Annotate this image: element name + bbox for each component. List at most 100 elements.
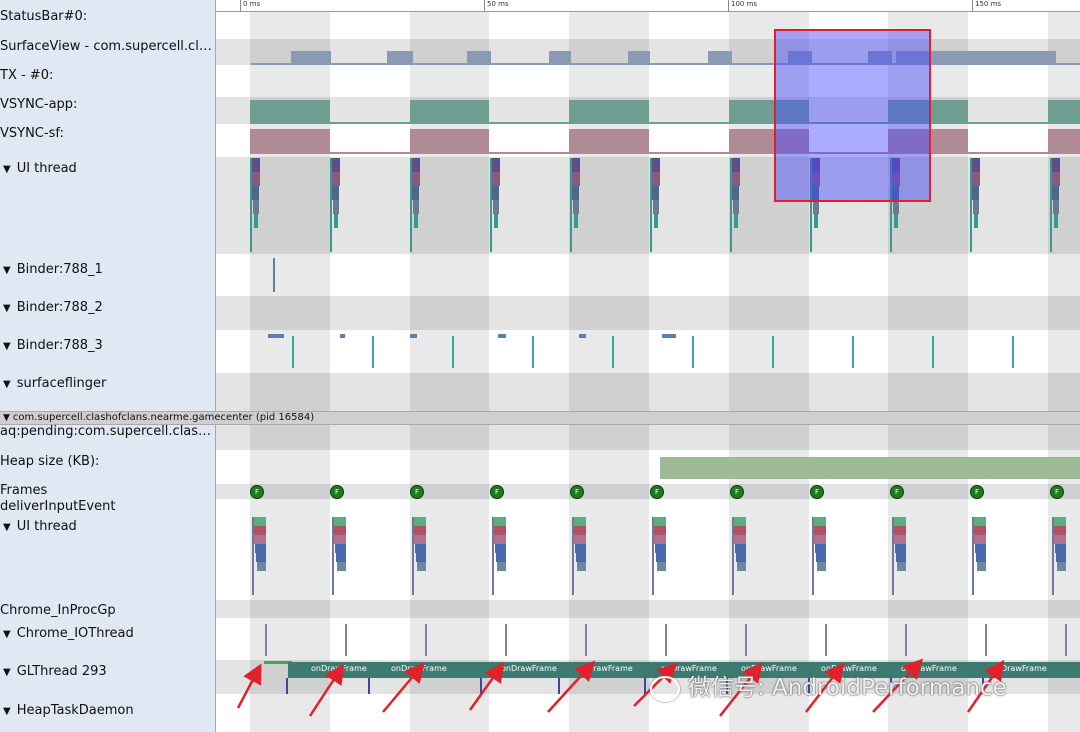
- ui2-slice[interactable]: [497, 562, 506, 571]
- ui-slice[interactable]: [572, 186, 579, 200]
- ui2-slice-main[interactable]: [892, 517, 894, 595]
- ui-slice[interactable]: [894, 214, 898, 228]
- glthread-tick[interactable]: [558, 678, 560, 694]
- ui2-slice[interactable]: [414, 535, 426, 544]
- ui2-slice[interactable]: [972, 517, 986, 526]
- binder1-slice[interactable]: [273, 258, 275, 292]
- ui2-slice-main[interactable]: [732, 517, 734, 595]
- ui2-slice[interactable]: [812, 517, 826, 526]
- ui-slice[interactable]: [812, 186, 819, 200]
- glthread-tick[interactable]: [480, 678, 482, 694]
- ui2-slice[interactable]: [892, 517, 906, 526]
- ui-slice[interactable]: [652, 186, 659, 200]
- surfaceview-block[interactable]: [628, 51, 650, 64]
- ui-slice[interactable]: [971, 172, 980, 186]
- ui2-slice[interactable]: [257, 562, 266, 571]
- frame-marker-icon[interactable]: F: [730, 485, 744, 499]
- ui-slice[interactable]: [333, 200, 339, 214]
- ui2-slice[interactable]: [1057, 562, 1066, 571]
- vsync-sf-pulse[interactable]: [1048, 129, 1080, 153]
- binder3-slice[interactable]: [292, 336, 294, 368]
- vsync-sf-pulse[interactable]: [250, 129, 330, 153]
- binder3-slice[interactable]: [772, 336, 774, 368]
- ui-slice[interactable]: [650, 158, 660, 172]
- ui-slice[interactable]: [970, 158, 980, 172]
- ui-slice[interactable]: [1050, 158, 1060, 172]
- ui2-slice[interactable]: [653, 526, 666, 535]
- ui2-slice[interactable]: [492, 517, 506, 526]
- surfaceview-block[interactable]: [868, 51, 892, 64]
- ui-slice[interactable]: [973, 200, 979, 214]
- ui-slice[interactable]: [1051, 172, 1060, 186]
- ui2-slice-main[interactable]: [972, 517, 974, 595]
- ui2-slice[interactable]: [416, 553, 426, 562]
- ui2-slice[interactable]: [735, 544, 746, 553]
- ui-slice[interactable]: [330, 158, 340, 172]
- frame-marker-icon[interactable]: F: [490, 485, 504, 499]
- ui2-slice[interactable]: [654, 535, 666, 544]
- ui-slice[interactable]: [1052, 186, 1059, 200]
- ui-slice-main[interactable]: [650, 158, 652, 252]
- ui2-slice-main[interactable]: [812, 517, 814, 595]
- ui-slice[interactable]: [410, 158, 420, 172]
- ui2-slice[interactable]: [572, 517, 586, 526]
- chrome-io-slice[interactable]: [745, 624, 747, 656]
- ui2-slice-main[interactable]: [412, 517, 414, 595]
- glthread-tick[interactable]: [726, 678, 728, 694]
- ui-slice-main[interactable]: [570, 158, 572, 252]
- surfaceview-block[interactable]: [788, 51, 812, 64]
- ui-slice-main[interactable]: [410, 158, 412, 252]
- ui-slice-main[interactable]: [1050, 158, 1052, 252]
- surfaceview-block[interactable]: [291, 51, 331, 64]
- ui2-slice[interactable]: [256, 553, 266, 562]
- ui2-slice[interactable]: [332, 517, 346, 526]
- chrome-io-slice[interactable]: [1065, 624, 1067, 656]
- binder3-block[interactable]: [579, 334, 586, 338]
- frame-marker-icon[interactable]: F: [250, 485, 264, 499]
- ui2-slice[interactable]: [813, 526, 826, 535]
- ui-slice[interactable]: [653, 200, 659, 214]
- ui-slice[interactable]: [412, 186, 419, 200]
- ui2-slice-main[interactable]: [1052, 517, 1054, 595]
- ui-slice[interactable]: [493, 200, 499, 214]
- ui-slice-main[interactable]: [250, 158, 252, 252]
- ui2-slice-main[interactable]: [332, 517, 334, 595]
- ui-slice[interactable]: [252, 186, 259, 200]
- ui2-slice-main[interactable]: [652, 517, 654, 595]
- frame-marker-icon[interactable]: F: [810, 485, 824, 499]
- chrome-io-slice[interactable]: [905, 624, 907, 656]
- glthread-tick[interactable]: [808, 678, 810, 694]
- chrome-io-slice[interactable]: [265, 624, 267, 656]
- ui-slice[interactable]: [490, 158, 500, 172]
- selection-box[interactable]: [774, 29, 931, 202]
- ui2-slice[interactable]: [254, 535, 266, 544]
- ui-slice[interactable]: [570, 158, 580, 172]
- ui-slice[interactable]: [250, 158, 260, 172]
- vsync-app-pulse[interactable]: [728, 100, 809, 123]
- surfaceview-block[interactable]: [387, 51, 413, 64]
- ui2-slice[interactable]: [656, 553, 666, 562]
- ui2-slice[interactable]: [733, 526, 746, 535]
- ui2-slice[interactable]: [415, 544, 426, 553]
- ui-slice[interactable]: [331, 172, 340, 186]
- ui2-slice[interactable]: [412, 517, 426, 526]
- ui2-slice[interactable]: [574, 535, 586, 544]
- ui-slice-main[interactable]: [810, 158, 812, 252]
- ui2-slice[interactable]: [576, 553, 586, 562]
- ui-slice-main[interactable]: [330, 158, 332, 252]
- surfaceview-block[interactable]: [467, 51, 491, 64]
- binder3-block[interactable]: [498, 334, 506, 338]
- ui-slice[interactable]: [732, 186, 739, 200]
- frame-marker-icon[interactable]: F: [330, 485, 344, 499]
- ui2-slice[interactable]: [1052, 517, 1066, 526]
- ui2-slice[interactable]: [334, 535, 346, 544]
- binder3-slice[interactable]: [372, 336, 374, 368]
- ui2-slice[interactable]: [1054, 535, 1066, 544]
- ui2-slice[interactable]: [336, 553, 346, 562]
- ui-slice-main[interactable]: [970, 158, 972, 252]
- ui-slice[interactable]: [411, 172, 420, 186]
- ui-slice[interactable]: [654, 214, 658, 228]
- vsync-sf-pulse[interactable]: [728, 129, 809, 153]
- frame-marker-icon[interactable]: F: [650, 485, 664, 499]
- ui2-slice[interactable]: [896, 553, 906, 562]
